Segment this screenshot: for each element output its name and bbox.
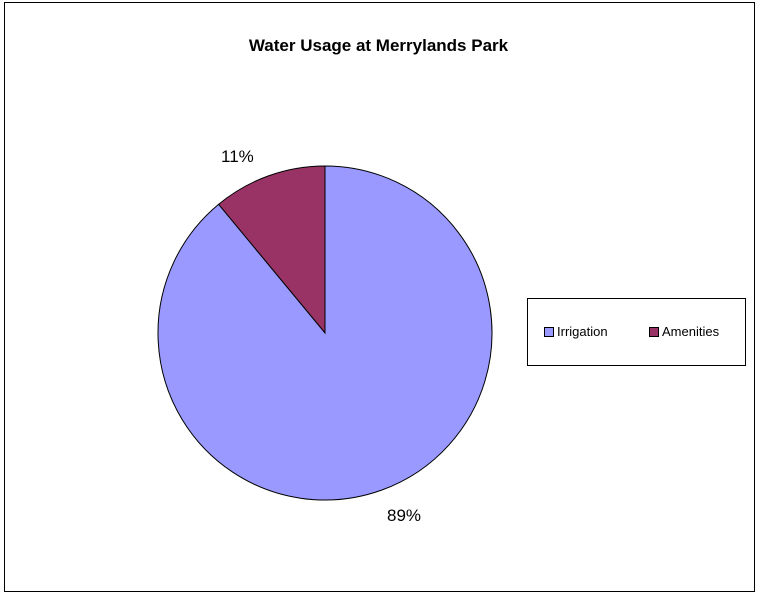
pie-slice-irrigation <box>157 165 493 501</box>
legend-label-irrigation: Irrigation <box>557 324 608 339</box>
chart-title: Water Usage at Merrylands Park <box>248 36 509 55</box>
legend-swatch-irrigation <box>544 327 554 337</box>
legend: Irrigation Amenities <box>527 298 746 366</box>
pie-slices <box>157 165 493 501</box>
legend-label-amenities: Amenities <box>662 324 720 339</box>
slice-label-irrigation: 89% <box>387 506 422 525</box>
pie-slice-amenities <box>217 165 326 335</box>
pie-chart <box>157 165 493 501</box>
legend-item-amenities: Amenities <box>649 325 719 339</box>
legend-swatch-amenities <box>649 327 659 337</box>
legend-item-irrigation: Irrigation <box>544 325 608 339</box>
slice-label-amenities: 11% <box>221 147 254 166</box>
